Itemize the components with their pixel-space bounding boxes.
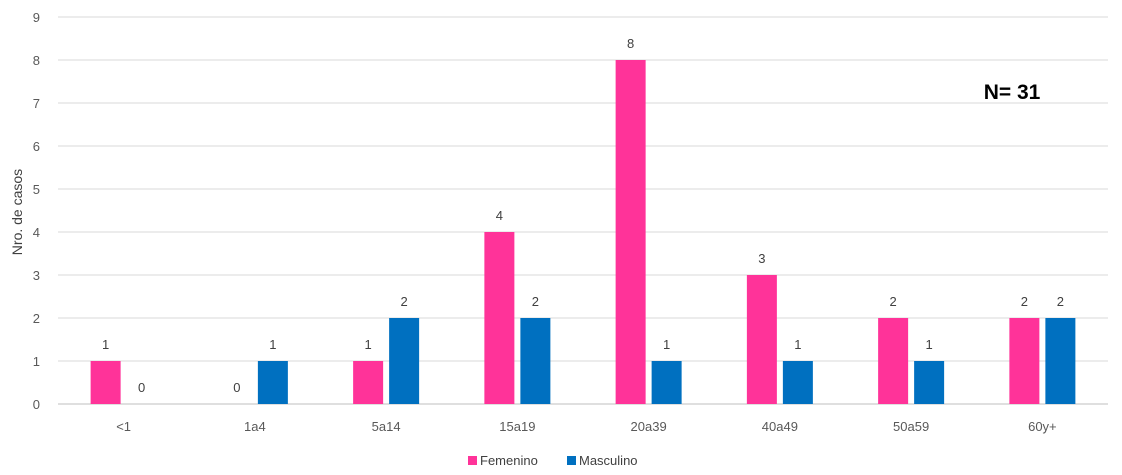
legend-label-femenino: Femenino (480, 453, 538, 468)
y-axis-ticks: 0 1 2 3 4 5 6 7 8 9 (33, 10, 40, 412)
y-tick-label: 9 (33, 10, 40, 25)
bar-masculino-7 (1045, 318, 1076, 404)
data-label: 2 (532, 294, 539, 309)
data-label: 3 (758, 251, 765, 266)
x-tick-label: 20a39 (631, 419, 667, 434)
data-label: 1 (102, 337, 109, 352)
x-tick-label: 1a4 (244, 419, 266, 434)
data-label: 2 (1021, 294, 1028, 309)
y-tick-label: 5 (33, 182, 40, 197)
x-tick-label: 40a49 (762, 419, 798, 434)
data-label: 1 (269, 337, 276, 352)
data-label: 4 (496, 208, 503, 223)
legend: Femenino Masculino (468, 453, 638, 468)
legend-swatch-masculino (567, 456, 576, 465)
y-tick-label: 6 (33, 139, 40, 154)
bar-femenino-6 (878, 318, 909, 404)
y-tick-label: 4 (33, 225, 40, 240)
y-tick-label: 3 (33, 268, 40, 283)
data-label: 2 (890, 294, 897, 309)
bar-masculino-1 (257, 361, 288, 404)
data-label: 0 (138, 380, 145, 395)
y-tick-label: 1 (33, 354, 40, 369)
data-labels: 1 0 0 1 1 2 4 2 8 1 3 1 2 1 2 2 (102, 36, 1064, 395)
bar-femenino-2 (353, 361, 384, 404)
data-label: 1 (663, 337, 670, 352)
data-label: 2 (1057, 294, 1064, 309)
data-label: 8 (627, 36, 634, 51)
bar-femenino-3 (484, 232, 515, 404)
y-tick-label: 7 (33, 96, 40, 111)
y-tick-label: 0 (33, 397, 40, 412)
y-tick-label: 8 (33, 53, 40, 68)
bar-femenino-0 (90, 361, 121, 404)
x-tick-label: <1 (116, 419, 131, 434)
x-tick-label: 5a14 (372, 419, 401, 434)
n-annotation: N= 31 (984, 81, 1041, 104)
bar-masculino-4 (651, 361, 682, 404)
x-tick-label: 15a19 (499, 419, 535, 434)
bar-femenino-7 (1009, 318, 1040, 404)
data-label: 1 (365, 337, 372, 352)
bar-masculino-3 (520, 318, 551, 404)
x-tick-label: 50a59 (893, 419, 929, 434)
bar-femenino-4 (615, 60, 646, 404)
bars (90, 60, 1076, 404)
x-axis-ticks: <1 1a4 5a14 15a19 20a39 40a49 50a59 60y+ (116, 419, 1056, 434)
data-label: 2 (401, 294, 408, 309)
data-label: 0 (233, 380, 240, 395)
bar-masculino-5 (782, 361, 813, 404)
bar-masculino-2 (389, 318, 420, 404)
gridlines (58, 16, 1108, 405)
x-tick-label: 60y+ (1028, 419, 1057, 434)
legend-label-masculino: Masculino (579, 453, 638, 468)
bar-masculino-6 (914, 361, 945, 404)
data-label: 1 (794, 337, 801, 352)
y-tick-label: 2 (33, 311, 40, 326)
bar-femenino-5 (746, 275, 777, 404)
data-label: 1 (926, 337, 933, 352)
y-axis-title: Nro. de casos (9, 169, 25, 255)
legend-swatch-femenino (468, 456, 477, 465)
